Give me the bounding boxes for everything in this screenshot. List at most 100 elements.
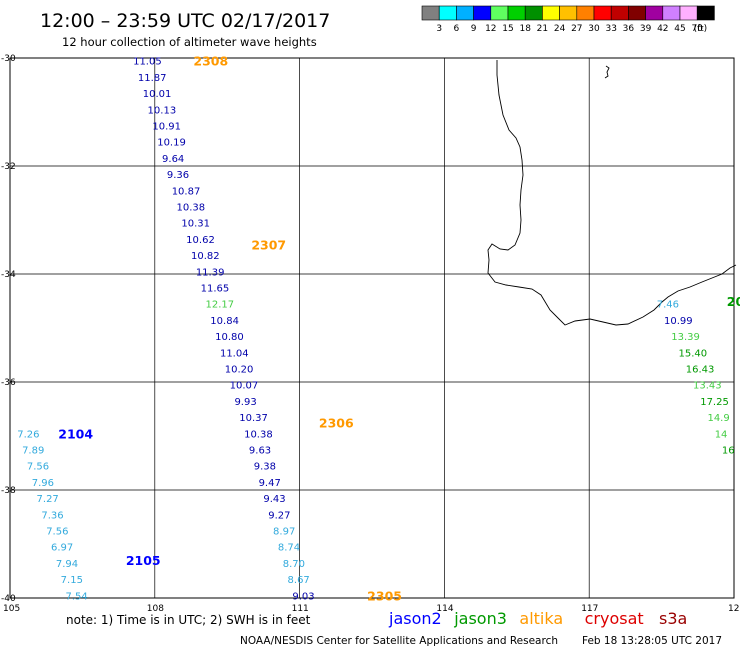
satellite-altika-label: altika xyxy=(519,609,563,628)
longitude-tick-label: 111 xyxy=(292,604,309,614)
lat-lon-graticule: 105 108 111 114 117 120 -30 -32 -34 -36 -38 -40 xyxy=(1,54,740,614)
longitude-tick-label: 108 xyxy=(147,604,164,614)
latitude-tick-label: -30 xyxy=(1,54,16,64)
map-frame xyxy=(9,57,735,599)
wave-height-value: 14 xyxy=(715,429,728,440)
wave-height-value: 8.67 xyxy=(288,575,310,586)
legend-swatch-45 xyxy=(662,5,681,21)
longitude-tick-label: 117 xyxy=(581,604,598,614)
wave-height-value: 11.87 xyxy=(138,73,167,84)
legend-swatch-15 xyxy=(490,5,509,21)
pass-time-labels: 2308 2307 2306 2305 2104 2105 200 xyxy=(58,54,740,604)
wave-height-value: 7.15 xyxy=(61,575,83,586)
wave-height-value: 10.19 xyxy=(157,138,186,149)
legend-label: 18 xyxy=(519,24,531,34)
wave-height-value: 8.70 xyxy=(283,559,305,570)
latitude-tick-label: -34 xyxy=(1,270,16,280)
map-title: 12:00 – 23:59 UTC 02/17/2017 xyxy=(40,10,330,32)
legend-label: 36 xyxy=(623,24,635,34)
pass-time-label: 2305 xyxy=(367,588,402,603)
altimeter-ground-tracks: 11.05 11.87 10.01 10.13 10.91 10.19 9.64 9.36 10… xyxy=(17,57,734,603)
legend-swatch-30 xyxy=(576,5,595,21)
wave-height-value: 6.97 xyxy=(51,543,73,554)
latitude-tick-label: -40 xyxy=(1,594,16,604)
satellite-s3a-label: s3a xyxy=(659,609,687,628)
wave-height-value: 15.40 xyxy=(678,348,707,359)
latitude-tick-label: -36 xyxy=(1,378,16,388)
legend-label: 33 xyxy=(605,24,616,34)
legend-swatch-3 xyxy=(421,5,440,21)
wave-height-value: 16.43 xyxy=(686,365,715,376)
wave-height-value: 7.46 xyxy=(657,300,679,311)
wave-height-value: 9.27 xyxy=(268,510,290,521)
longitude-tick-label: 105 xyxy=(3,604,20,614)
pass-time-label: 2104 xyxy=(58,426,93,441)
wave-height-value: 14.9 xyxy=(707,413,729,424)
legend-label: 6 xyxy=(454,24,460,34)
wave-height-value: 11.65 xyxy=(201,284,230,295)
satellite-cryosat-label: cryosat xyxy=(585,609,644,628)
wave-height-value: 9.36 xyxy=(167,170,189,181)
legend-label: 9 xyxy=(471,24,477,34)
wave-height-value: 8.74 xyxy=(278,543,300,554)
wave-height-value: 10.37 xyxy=(239,413,268,424)
latitude-tick-label: -32 xyxy=(1,162,16,172)
legend-label: 42 xyxy=(657,24,668,34)
pass-time-label: 2308 xyxy=(193,54,228,69)
pass-time-label: 2105 xyxy=(126,553,161,568)
legend-swatch-21 xyxy=(524,5,543,21)
legend-unit: (ft) xyxy=(694,24,708,34)
wave-height-value: 10.07 xyxy=(230,381,259,392)
wave-height-value: 10.20 xyxy=(225,365,254,376)
legend-label: 70 xyxy=(691,24,703,34)
legend-swatch-24 xyxy=(542,5,560,21)
legend-label: 27 xyxy=(571,24,582,34)
wave-height-value: 9.63 xyxy=(249,446,271,457)
generated-timestamp: Feb 18 13:28:05 UTC 2017 xyxy=(582,635,722,647)
legend-label: 12 xyxy=(485,24,496,34)
legend-swatch-27 xyxy=(559,5,578,21)
legend-label: 45 xyxy=(674,24,685,34)
wave-height-value: 10.38 xyxy=(244,429,273,440)
wave-height-value: 9.38 xyxy=(254,462,276,473)
wave-height-value: 11.05 xyxy=(133,57,162,68)
wave-height-value: 11.04 xyxy=(220,348,249,359)
wave-height-value: 10.87 xyxy=(172,186,201,197)
legend-swatch-70 xyxy=(679,5,698,21)
wave-height-value: 10.62 xyxy=(186,235,215,246)
wave-height-value: 9.43 xyxy=(263,494,285,505)
legend-swatch-36 xyxy=(610,5,629,21)
legend-label: 15 xyxy=(502,24,513,34)
wave-height-value: 9.03 xyxy=(292,591,314,602)
legend-swatch-33 xyxy=(593,5,612,21)
longitude-tick-label: 120 xyxy=(728,604,740,614)
wave-height-value: 7.36 xyxy=(41,510,63,521)
legend-label: 24 xyxy=(554,24,566,34)
legend-swatch-12 xyxy=(473,5,492,21)
satellite-legend: jason2 jason3 altika cryosat s3a xyxy=(388,609,687,628)
map-panel: 105 108 111 114 117 120 -30 -32 -34 -36 -38 -40 11.… xyxy=(1,54,740,614)
legend-swatch-42 xyxy=(645,5,664,21)
wave-height-value: 10.31 xyxy=(181,219,210,230)
pass-time-label: 2307 xyxy=(251,237,286,252)
latitude-tick-label: -38 xyxy=(1,486,16,496)
wave-height-value: 10.01 xyxy=(143,89,172,100)
longitude-tick-label: 114 xyxy=(436,604,453,614)
legend-label: 30 xyxy=(588,24,600,34)
wave-height-value: 10.13 xyxy=(148,105,177,116)
credit-line: NOAA/NESDIS Center for Satellite Applica… xyxy=(240,635,558,647)
legend-swatch-18 xyxy=(507,5,526,21)
wave-height-value: 7.96 xyxy=(32,478,54,489)
wave-height-value: 17.25 xyxy=(700,397,729,408)
legend-label: 3 xyxy=(436,24,442,34)
legend-label: 21 xyxy=(537,24,548,34)
island-outline xyxy=(604,65,610,79)
legend-swatch-6 xyxy=(438,5,457,21)
wave-height-value: 8.97 xyxy=(273,527,295,538)
wave-height-value: 7.56 xyxy=(46,527,68,538)
wave-height-value: 7.94 xyxy=(56,559,78,570)
wave-height-value: 10.38 xyxy=(177,203,206,214)
wave-height-value: 10.99 xyxy=(664,316,693,327)
